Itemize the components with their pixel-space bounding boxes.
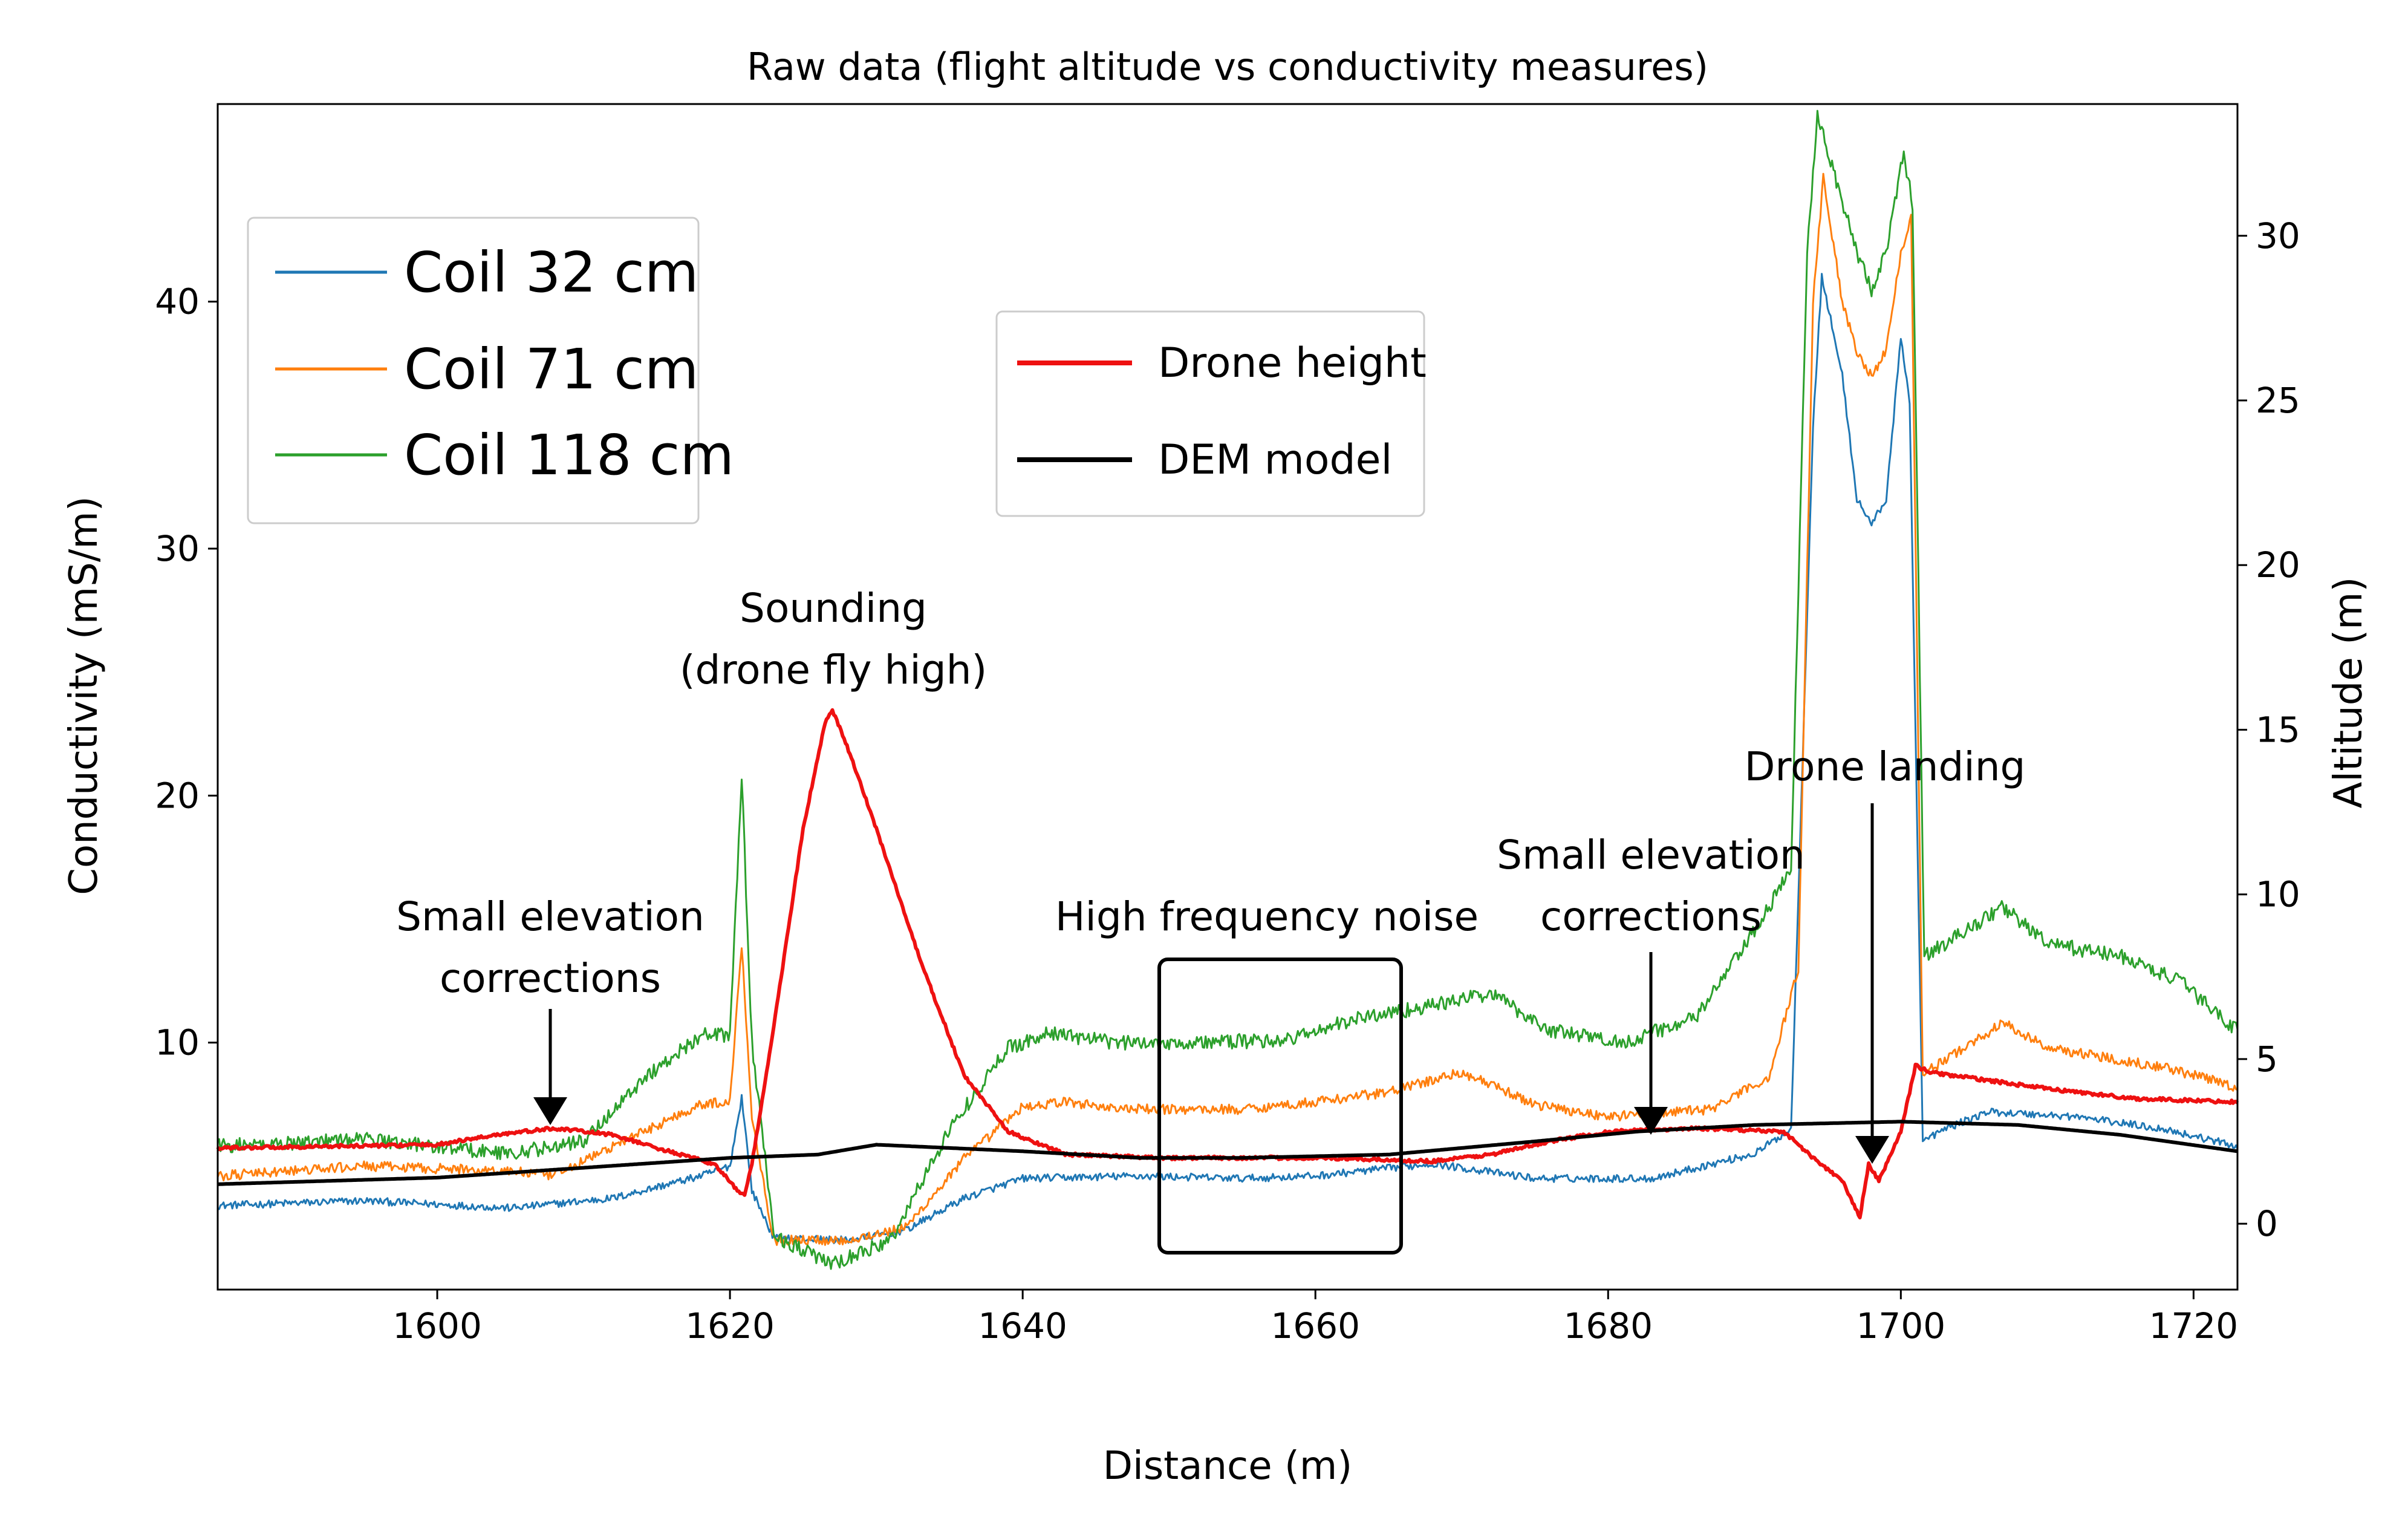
series-line-coil32 <box>218 273 2239 1244</box>
series-line-coil118 <box>216 109 2239 1270</box>
annotation-small-elevation-2: Small elevation <box>1497 832 1805 878</box>
x-tick-label: 1620 <box>685 1305 775 1346</box>
x-tick-label: 1680 <box>1563 1305 1653 1346</box>
annotation-small-elevation-1-line2: corrections <box>440 955 661 1002</box>
annotation-high-frequency-noise: High frequency noise <box>1055 893 1479 940</box>
annotation-arrow-landing-head <box>1855 1136 1889 1164</box>
annotation-sounding: Sounding <box>740 585 927 631</box>
annotation-drone-landing: Drone landing <box>1745 743 2026 790</box>
noise-region-box <box>1157 958 1403 1255</box>
y-tick-label-right: 0 <box>2256 1203 2278 1244</box>
x-tick-label: 1640 <box>978 1305 1067 1346</box>
legend-right: Drone height DEM model <box>995 310 1427 517</box>
series-layer <box>216 109 2239 1270</box>
y-tick-label-left: 20 <box>155 775 200 816</box>
x-tick-label: 1600 <box>392 1305 482 1346</box>
x-tick-label: 1660 <box>1271 1305 1360 1346</box>
y-tick-label-left: 30 <box>155 528 200 569</box>
x-axis-label: Distance (m) <box>1103 1444 1352 1489</box>
y-tick-label-left: 40 <box>155 281 200 322</box>
annotation-arrow-small-2-head <box>1634 1107 1668 1135</box>
chart-title: Raw data (flight altitude vs conductivit… <box>747 45 1708 89</box>
y-tick-label-right: 30 <box>2256 215 2300 256</box>
x-tick-label: 1720 <box>2149 1305 2239 1346</box>
legend-left: Coil 32 cm Coil 71 cm Coil 118 cm <box>247 217 734 524</box>
axis-layer: 1600 1620 1640 1660 1680 1700 1720 10 20 30 40 0 5 10… <box>155 215 2300 1346</box>
y-tick-label-right: 5 <box>2256 1039 2278 1080</box>
legend-label-coil118: Coil 118 cm <box>404 423 734 488</box>
annotation-small-elevation-2-line2: corrections <box>1540 893 1762 940</box>
legend-label-drone: Drone height <box>1158 339 1427 387</box>
y-axis-label-right: Altitude (m) <box>2326 577 2371 809</box>
annotation-sounding-line2: (drone fly high) <box>680 647 987 693</box>
series-line-coil71 <box>216 172 2238 1246</box>
legend-label-dem: DEM model <box>1158 436 1392 484</box>
legend-left-box <box>247 217 700 524</box>
legend-label-coil71: Coil 71 cm <box>404 337 698 402</box>
y-tick-label-right: 10 <box>2256 874 2300 915</box>
y-tick-label-right: 20 <box>2256 544 2300 586</box>
y-tick-label-right: 15 <box>2256 709 2300 750</box>
annotation-small-elevation-1: Small elevation <box>396 893 705 940</box>
y-tick-label-right: 25 <box>2256 380 2300 421</box>
y-tick-label-left: 10 <box>155 1022 200 1063</box>
plot-frame <box>216 103 2239 1291</box>
y-axis-label-left: Conductivity (mS/m) <box>62 496 106 895</box>
legend-label-coil32: Coil 32 cm <box>404 240 698 305</box>
x-tick-label: 1700 <box>1856 1305 1946 1346</box>
annotation-layer: Small elevation corrections Sounding (drone… <box>396 585 2026 1255</box>
series-line-dem <box>217 1120 2238 1186</box>
annotation-arrow-small-1-head <box>533 1097 567 1125</box>
